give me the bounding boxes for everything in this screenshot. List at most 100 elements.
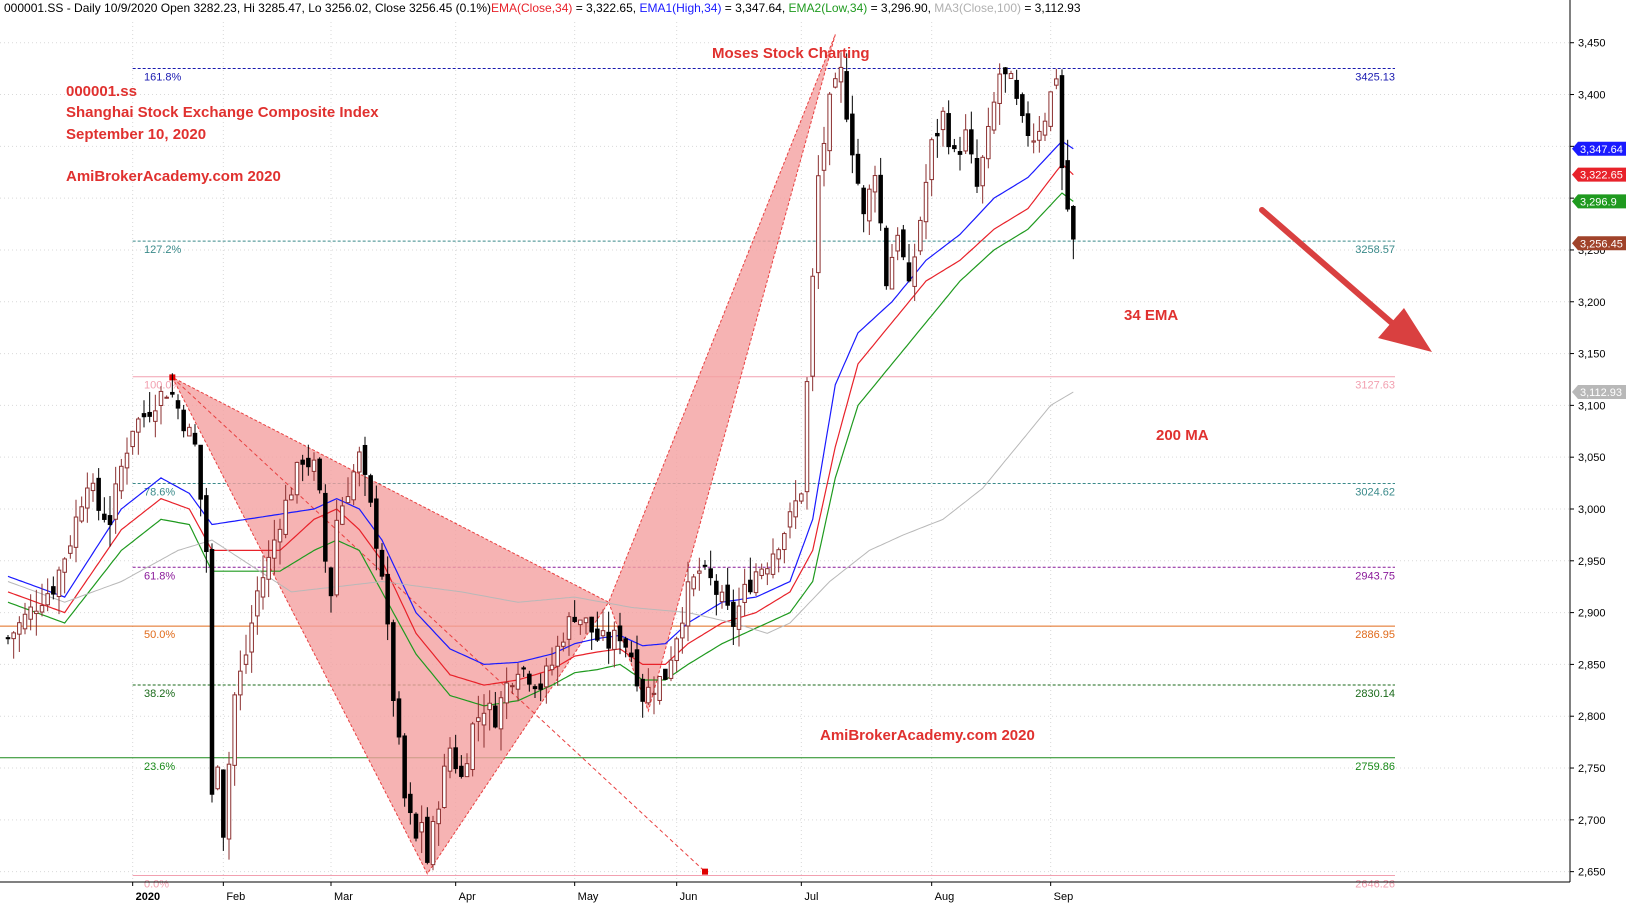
candle-body (521, 667, 526, 670)
fib-percent-label: 38.2% (144, 688, 175, 700)
candle-body (986, 125, 991, 160)
pattern-triangle-xab (171, 376, 610, 875)
candle-body (51, 586, 56, 595)
candle-body (725, 584, 730, 606)
candle-body (289, 494, 294, 501)
candle-body (1042, 120, 1048, 136)
candle-body (430, 821, 436, 866)
candle-body (623, 638, 628, 648)
fib-value-label: 2830.14 (1355, 688, 1395, 700)
candle-body (45, 593, 50, 606)
fib-value-label: 3127.63 (1355, 380, 1395, 392)
candle-body (102, 513, 107, 520)
candle-body (906, 262, 912, 282)
candle-body (334, 519, 339, 596)
candle-body (232, 694, 237, 766)
candle-body (821, 142, 827, 171)
candle-body (974, 157, 980, 187)
candle-body (34, 610, 39, 615)
candle-body (141, 413, 147, 418)
fib-percent-label: 61.8% (144, 570, 175, 582)
candle-body (402, 735, 407, 799)
series-line (7, 163, 1074, 686)
fib-value-label: 2943.75 (1355, 570, 1395, 582)
candle-body (340, 505, 345, 525)
candle-body (238, 670, 243, 696)
candle-body (1065, 160, 1070, 210)
candle-body (243, 654, 249, 665)
candle-body (266, 556, 271, 580)
last-value-tags: 3,347.64 3,322.65 3,296.9 3,256.45 3,112.93 (1572, 141, 1626, 399)
candle-body (872, 175, 878, 193)
candle-body (793, 500, 798, 518)
candle-body (657, 675, 662, 701)
candle-body (85, 487, 90, 509)
candle-body (153, 410, 158, 422)
candle-body (680, 622, 685, 639)
candle-body (884, 227, 889, 287)
price-tick-label: 3,000 (1578, 504, 1606, 516)
fib-value-label: 2886.95 (1355, 629, 1395, 641)
candle-body (646, 686, 651, 704)
candle-body (935, 132, 940, 137)
candle-body (600, 630, 606, 637)
last-value-tag (1572, 236, 1626, 251)
candle-body (368, 475, 373, 503)
candle-body (1071, 205, 1076, 240)
candle-body (844, 71, 849, 120)
candle-body (204, 495, 209, 553)
candle-body (878, 174, 883, 224)
annotation-brand: Moses Stock Charting (712, 45, 870, 62)
pattern-triangle-bcd (608, 34, 836, 713)
candle-body (606, 631, 611, 649)
fib-value-label: 3258.57 (1355, 244, 1395, 256)
last-value-tag (1572, 384, 1626, 399)
candle-body (538, 683, 543, 690)
candle-body (946, 113, 951, 148)
price-tick-label: 2,800 (1578, 711, 1606, 723)
candle-body (277, 528, 283, 543)
candle-body (997, 73, 1002, 104)
price-tick-label: 3,200 (1578, 297, 1606, 309)
candle-body (396, 698, 402, 738)
candle-body (1014, 79, 1019, 99)
candle-body (963, 129, 968, 152)
pattern-projection-line (171, 377, 706, 873)
candle-body (668, 659, 674, 679)
candle-body (991, 101, 997, 131)
date-tick-label: Feb (226, 891, 245, 903)
candle-body (776, 549, 781, 560)
candle-body (850, 113, 855, 156)
date-tick-label: Jul (804, 891, 818, 903)
candle-body (294, 461, 300, 496)
series-line (7, 140, 1074, 666)
candle-body (578, 619, 583, 626)
date-tick-label: 2020 (136, 891, 160, 903)
pattern-point-end (702, 868, 708, 875)
candle-body (170, 391, 175, 395)
candle-body (566, 616, 572, 640)
candle-body (419, 822, 424, 833)
candle-body (799, 493, 804, 502)
price-tick-label: 3,100 (1578, 400, 1606, 412)
candle-body (351, 471, 356, 501)
candle-body (136, 418, 141, 433)
candle-body (62, 558, 67, 573)
candle-body (345, 496, 351, 504)
price-tick-label: 2,900 (1578, 608, 1606, 620)
candle-body (391, 622, 396, 701)
candle-body (719, 591, 725, 603)
candle-body (714, 580, 719, 595)
candle-body (583, 617, 589, 624)
candle-body (39, 605, 45, 613)
candle-body (311, 459, 317, 472)
fib-value-label: 3024.62 (1355, 486, 1395, 498)
candle-body (215, 766, 220, 790)
candle-body (663, 668, 668, 680)
candle-body (272, 539, 277, 559)
candle-body (980, 156, 985, 187)
candle-body (493, 705, 498, 728)
candle-body (28, 606, 33, 620)
date-tick-label: Mar (334, 891, 353, 903)
